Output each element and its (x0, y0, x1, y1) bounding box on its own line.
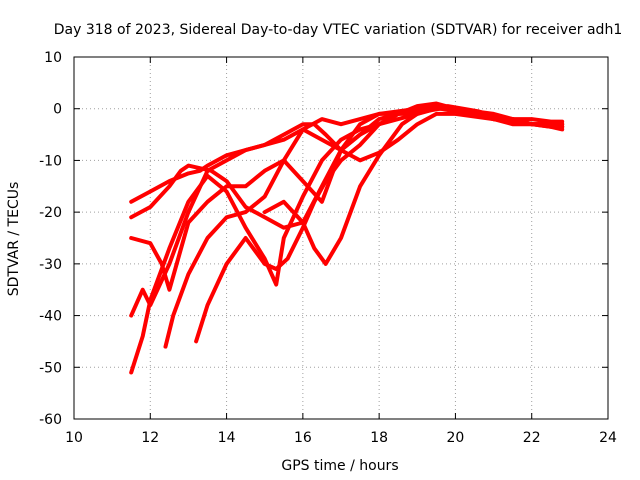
x-tick-label: 16 (294, 430, 312, 446)
series-trace-6 (163, 104, 553, 349)
y-tick-label: 10 (44, 50, 62, 66)
y-tick-label: 0 (53, 102, 62, 118)
y-tick-label: -40 (39, 309, 62, 325)
y-tick-label: -30 (39, 257, 62, 273)
x-tick-label: 24 (599, 430, 617, 446)
series-trace-2 (129, 106, 565, 230)
plot-frame (73, 56, 609, 420)
x-tick-label: 10 (65, 430, 83, 446)
y-axis-label: SDTVAR / TECUs (6, 182, 22, 297)
x-tick-labels: 10 12 14 16 18 20 22 24 (65, 430, 617, 446)
x-axis-label: GPS time / hours (281, 458, 398, 474)
y-tick-labels: -60 -50 -40 -30 -20 -10 0 10 (39, 50, 62, 428)
series-trace-8 (262, 104, 565, 266)
axis-ticks (73, 56, 609, 420)
y-tick-label: -50 (39, 360, 62, 376)
data-series (129, 101, 565, 375)
x-tick-label: 18 (370, 430, 388, 446)
x-tick-label: 12 (141, 430, 159, 446)
chart-title: Day 318 of 2023, Sidereal Day-to-day VTE… (54, 22, 622, 38)
x-tick-label: 14 (218, 430, 236, 446)
x-tick-label: 22 (523, 430, 541, 446)
series-trace-7 (194, 106, 553, 344)
y-tick-label: -10 (39, 153, 62, 169)
y-tick-label: -60 (39, 412, 62, 428)
x-tick-label: 20 (447, 430, 465, 446)
y-tick-label: -20 (39, 205, 62, 221)
